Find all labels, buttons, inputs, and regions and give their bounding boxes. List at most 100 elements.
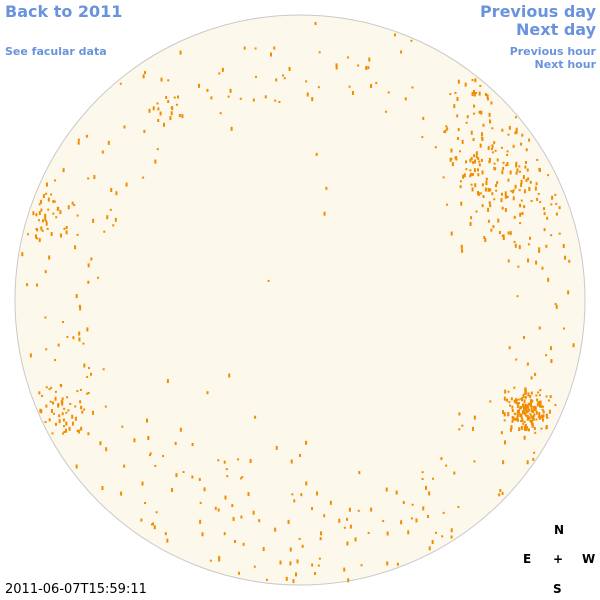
facula: [450, 528, 453, 533]
facula: [299, 453, 302, 457]
compass-north: N: [554, 523, 565, 537]
facula: [515, 358, 518, 361]
facula: [97, 276, 100, 279]
facula: [456, 137, 459, 141]
facula: [514, 401, 517, 404]
facula: [49, 400, 52, 403]
facula: [57, 206, 60, 210]
facula: [41, 394, 44, 397]
facula: [495, 189, 498, 192]
facula: [385, 110, 388, 113]
facula: [545, 244, 548, 248]
previous-hour-link[interactable]: Previous hour: [509, 45, 596, 58]
facular-link[interactable]: See facular data: [5, 45, 107, 58]
facula: [472, 138, 475, 142]
facula: [214, 506, 217, 510]
facula: [223, 532, 226, 536]
facula: [316, 491, 319, 496]
facula: [110, 188, 113, 193]
facula: [171, 106, 174, 111]
facula: [335, 63, 338, 68]
facula: [530, 410, 533, 413]
facula: [278, 100, 281, 103]
facula: [514, 243, 517, 248]
next-hour-link[interactable]: Next hour: [534, 58, 597, 71]
facula: [477, 168, 480, 172]
facula: [507, 259, 510, 263]
facula: [165, 95, 168, 99]
facula: [346, 517, 349, 521]
facula: [181, 114, 184, 119]
facula: [48, 418, 51, 422]
facula: [497, 218, 500, 223]
facula: [71, 201, 74, 205]
facula: [516, 409, 519, 413]
facula: [519, 222, 522, 225]
facula: [81, 410, 84, 414]
facula: [513, 215, 516, 219]
facula: [87, 432, 90, 436]
facula: [54, 396, 57, 401]
facula: [315, 152, 318, 156]
facula: [348, 507, 351, 512]
facula: [411, 86, 414, 89]
facula: [65, 230, 68, 235]
facula: [547, 277, 550, 282]
facula: [199, 519, 202, 524]
next-day-link[interactable]: Next day: [516, 20, 596, 39]
facula: [530, 419, 533, 424]
facula: [162, 122, 165, 127]
facula: [375, 81, 378, 84]
facula: [519, 413, 522, 417]
facula: [305, 80, 308, 83]
facula: [63, 407, 66, 410]
facula: [77, 138, 80, 142]
facula: [510, 425, 513, 430]
facula: [478, 163, 481, 167]
facula: [554, 403, 557, 406]
facula: [292, 579, 295, 584]
facula: [505, 164, 508, 167]
facula: [511, 405, 514, 409]
facula: [479, 192, 482, 195]
facula: [80, 406, 83, 410]
facula: [358, 471, 361, 475]
previous-day-link[interactable]: Previous day: [479, 2, 596, 21]
facula: [495, 184, 498, 188]
facula: [295, 572, 298, 577]
facula: [493, 198, 496, 201]
facula: [450, 157, 453, 160]
facula: [254, 75, 257, 78]
facula: [42, 219, 45, 223]
facula: [382, 520, 385, 523]
facula: [489, 188, 492, 192]
facula: [317, 86, 320, 89]
facula: [527, 402, 530, 406]
facula: [529, 420, 532, 423]
facula: [532, 457, 535, 461]
facula: [451, 162, 454, 167]
facula: [241, 476, 244, 479]
facula: [301, 544, 304, 548]
facula: [541, 405, 544, 408]
facula: [178, 113, 181, 117]
facula: [512, 418, 515, 421]
facula: [527, 177, 530, 181]
facula: [528, 188, 531, 192]
facula: [512, 144, 515, 148]
facula: [48, 255, 51, 260]
facula: [521, 417, 524, 421]
back-link[interactable]: Back to 2011: [5, 2, 123, 21]
facula: [470, 172, 473, 176]
facula: [365, 66, 368, 71]
facula: [514, 417, 517, 421]
facula: [65, 225, 68, 229]
facula: [516, 295, 519, 298]
facula: [386, 561, 389, 566]
facula: [469, 221, 472, 226]
facula: [475, 91, 478, 94]
facula: [87, 280, 90, 284]
facula: [26, 233, 29, 236]
facula: [225, 468, 228, 471]
facula: [79, 400, 82, 404]
